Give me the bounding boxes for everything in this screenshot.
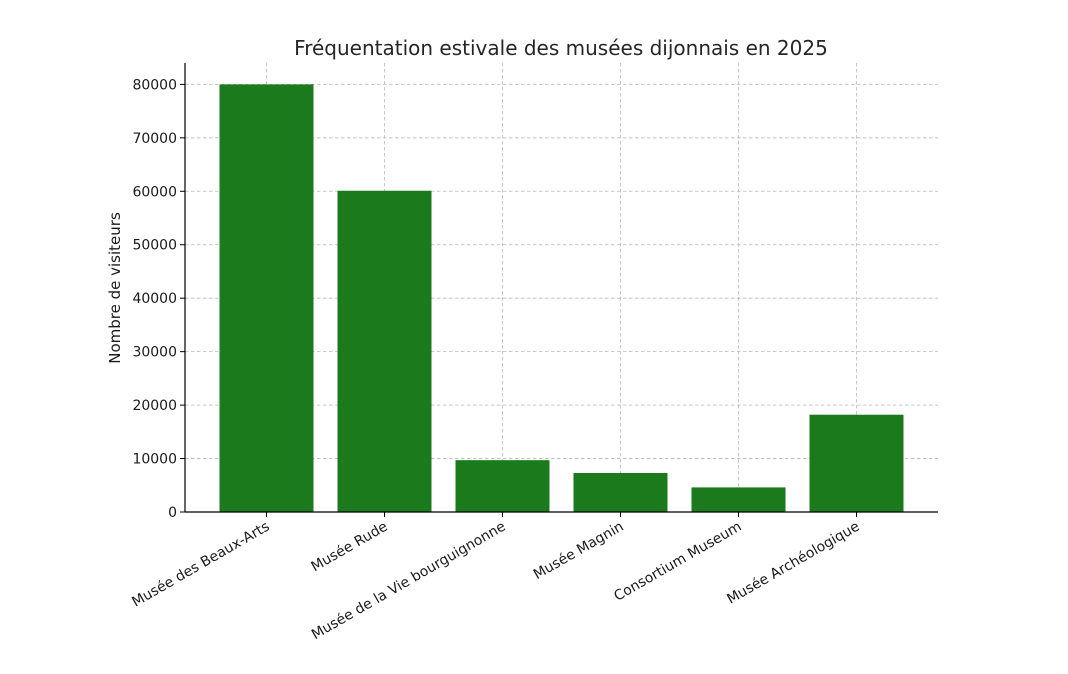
x-tick-label: Musée Magnin bbox=[531, 519, 627, 583]
y-tick-label: 60000 bbox=[132, 184, 177, 200]
y-tick-label: 50000 bbox=[132, 238, 177, 254]
x-tick-label: Musée Archéologique bbox=[724, 519, 862, 608]
x-tick-label: Musée des Beaux-Arts bbox=[129, 519, 272, 611]
y-tick-label: 30000 bbox=[132, 345, 177, 361]
y-tick-label: 40000 bbox=[132, 291, 177, 307]
x-tick-label: Consortium Museum bbox=[611, 519, 744, 605]
y-axis-ticks: 0 10000 20000 30000 40000 50000 60000 70000 8000… bbox=[132, 77, 185, 521]
y-tick-label: 20000 bbox=[132, 398, 177, 414]
bar bbox=[691, 487, 786, 512]
x-tick-label: Musée Rude bbox=[309, 519, 391, 576]
y-tick-label: 70000 bbox=[132, 131, 177, 147]
x-tick-label: Musée de la Vie bourguignonne bbox=[309, 519, 509, 643]
bar bbox=[809, 414, 904, 512]
bar bbox=[337, 190, 432, 512]
bar bbox=[573, 472, 668, 512]
y-tick-label: 0 bbox=[168, 505, 177, 521]
y-axis-label: Nombre de visiteurs bbox=[106, 212, 124, 364]
y-tick-label: 10000 bbox=[132, 452, 177, 468]
bar bbox=[455, 460, 550, 512]
y-tick-label: 80000 bbox=[132, 77, 177, 93]
chart-title: Fréquentation estivale des musées dijonn… bbox=[294, 36, 828, 60]
bar bbox=[219, 84, 314, 512]
bars bbox=[219, 84, 904, 512]
